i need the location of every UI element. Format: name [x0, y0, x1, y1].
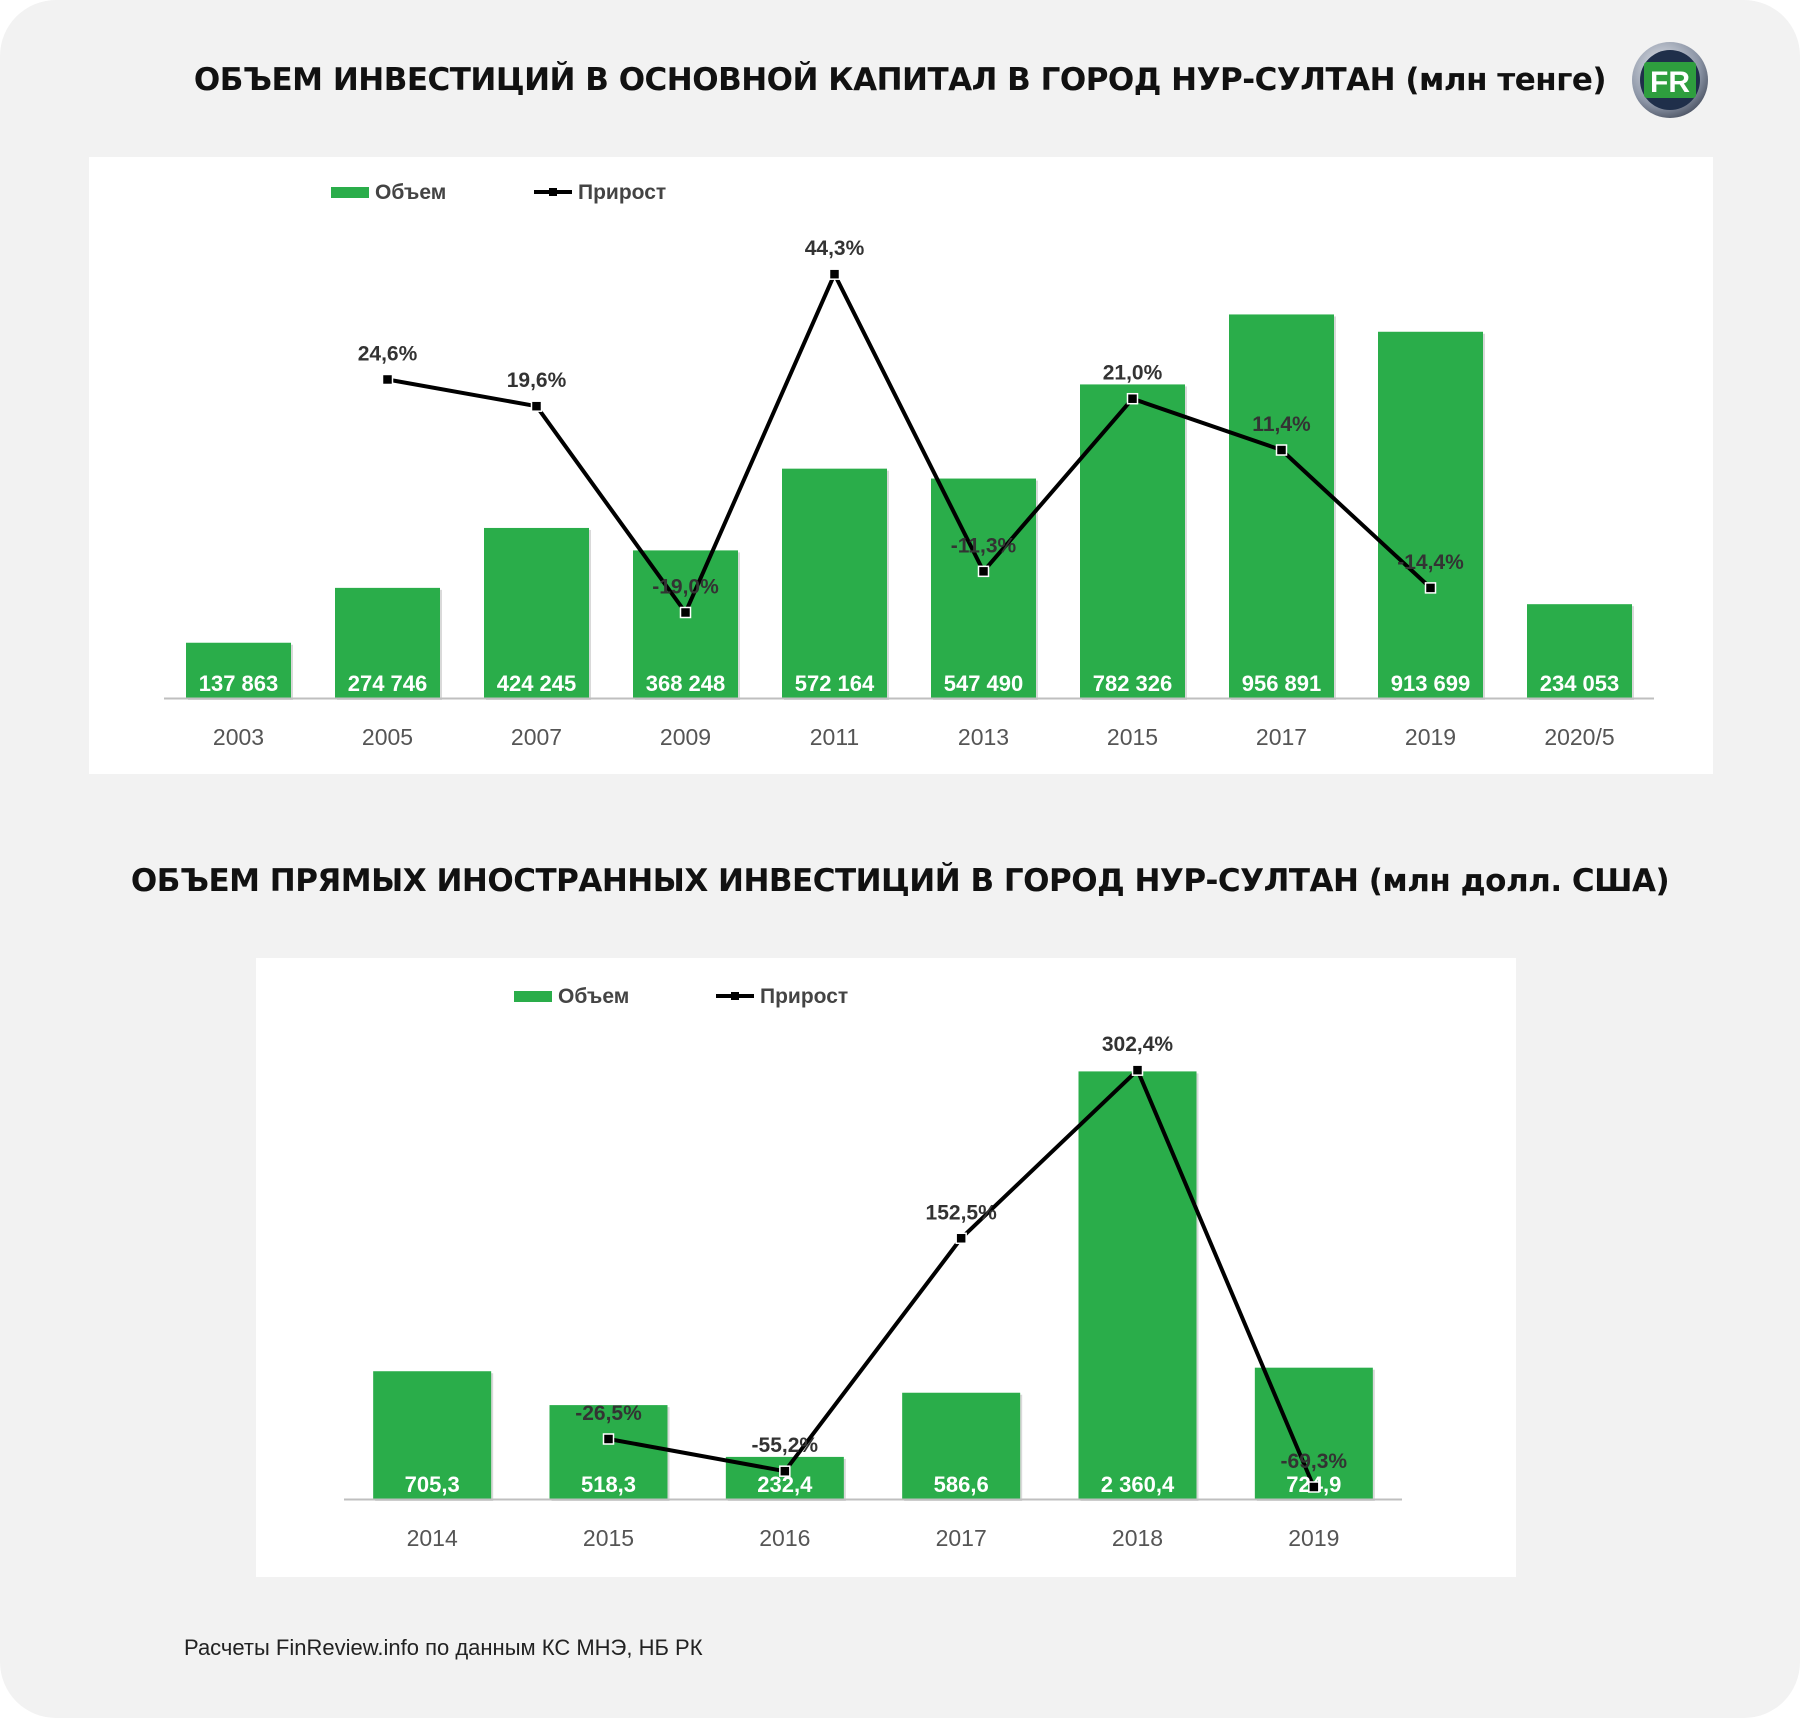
growth-marker-2019	[1424, 582, 1437, 594]
bar-value-label: 705,3	[405, 1472, 460, 1497]
x-tick-label: 2009	[660, 724, 711, 750]
bar-2009	[633, 550, 738, 698]
growth-marker-2007	[530, 400, 543, 412]
growth-pct-label: 11,4%	[1252, 413, 1311, 436]
bar-2015	[1080, 384, 1185, 698]
x-tick-label: 2016	[759, 1525, 810, 1551]
bar-2020/5	[1527, 604, 1632, 698]
legend-bar-swatch	[331, 187, 369, 198]
bar-2014	[373, 1371, 492, 1499]
chart-2-panel: Объем Прирост 2014 2015 2016 2017 2018 2019 705,…	[256, 958, 1516, 1577]
growth-pct-label: -11,3%	[951, 534, 1017, 557]
bar-value-label: 586,6	[934, 1472, 989, 1497]
growth-marker-2015	[602, 1433, 615, 1445]
legend-label-volume: Объем	[558, 985, 629, 1008]
growth-marker-2009	[679, 606, 692, 619]
growth-marker-2017	[955, 1232, 967, 1245]
x-tick-label: 2005	[362, 724, 413, 750]
x-tick-label: 2018	[1112, 1525, 1163, 1551]
legend-line-marker	[731, 992, 739, 1000]
bar-value-label: 368 248	[646, 671, 726, 696]
growth-pct-label: -26,5%	[575, 1402, 642, 1425]
growth-line	[387, 272, 1432, 615]
growth-marker-2019	[1308, 1481, 1320, 1493]
bar-2003	[186, 642, 291, 698]
x-tick-label: 2015	[583, 1525, 634, 1551]
x-tick-label: 2017	[936, 1525, 987, 1551]
growth-pct-label: 302,4%	[1102, 1033, 1174, 1056]
bar-value-label: 547 490	[944, 671, 1024, 696]
bar-2018	[1078, 1071, 1197, 1499]
growth-pct-label: 44,3%	[805, 237, 865, 260]
bar-2013	[931, 478, 1036, 698]
growth-marker-2015	[1126, 392, 1139, 405]
x-tick-label: 2019	[1288, 1525, 1339, 1551]
bar-value-label: 2 360,4	[1101, 1472, 1175, 1497]
legend-line-marker	[549, 188, 557, 196]
bar-2015	[549, 1405, 668, 1499]
x-tick-label: 2007	[511, 724, 562, 750]
legend-bar-swatch	[514, 991, 552, 1002]
logo-icon: FR	[1632, 42, 1708, 118]
growth-pct-label: 19,6%	[507, 369, 567, 392]
growth-pct-label: 152,5%	[926, 1201, 998, 1224]
x-tick-label: 2014	[407, 1525, 458, 1551]
bar-value-label: 518,3	[581, 1472, 636, 1497]
bar-2005	[335, 587, 440, 698]
growth-marker-2017	[1275, 444, 1288, 456]
chart-1-svg: Объем Прирост 2003 2005 2007 2009 2011 2013 2015…	[164, 181, 1654, 750]
legend-label-growth: Прирост	[760, 985, 848, 1008]
logo-letters: FR	[1650, 66, 1690, 99]
finreview-logo: FR	[1630, 40, 1710, 120]
x-tick-label: 2011	[810, 724, 859, 750]
growth-pct-label: -14,4%	[1397, 551, 1464, 574]
bar-value-label: 234 053	[1540, 671, 1620, 696]
bar-2007	[484, 527, 589, 698]
bar-2019	[1378, 331, 1483, 698]
chart-1-panel: Объем Прирост 2003 2005 2007 2009 2011 2013 2015…	[89, 157, 1713, 774]
bar-value-label: 956 891	[1242, 671, 1322, 696]
bar-2011	[782, 468, 887, 698]
x-tick-label: 2017	[1256, 724, 1307, 750]
legend-label-volume: Объем	[375, 181, 446, 204]
growth-marker-2018	[1131, 1064, 1144, 1076]
growth-marker-2013	[977, 565, 990, 578]
growth-pct-label: 24,6%	[358, 342, 418, 365]
bar-value-label: 572 164	[795, 671, 875, 696]
bar-2017	[1229, 314, 1334, 698]
legend-label-growth: Прирост	[578, 181, 666, 204]
chart-2-svg: Объем Прирост 2014 2015 2016 2017 2018 2019 705,…	[344, 985, 1402, 1551]
x-tick-label: 2015	[1107, 724, 1158, 750]
bar-value-label: 424 245	[497, 671, 577, 696]
bar-value-label: 913 699	[1391, 671, 1471, 696]
chart-1-title: ОБЪЕМ ИНВЕСТИЦИЙ В ОСНОВНОЙ КАПИТАЛ В ГО…	[193, 62, 1607, 98]
bar-2017	[902, 1392, 1021, 1499]
growth-marker-2016	[779, 1465, 791, 1477]
source-note: Расчеты FinReview.info по данным КС МНЭ,…	[184, 1635, 703, 1660]
chart-2-title: ОБЪЕМ ПРЯМЫХ ИНОСТРАННЫХ ИНВЕСТИЦИЙ В ГО…	[130, 863, 1670, 899]
growth-pct-label: -69,3%	[1281, 1450, 1348, 1473]
growth-marker-2005	[381, 373, 394, 386]
bar-value-label: 137 863	[199, 671, 279, 696]
x-tick-label: 2003	[213, 724, 264, 750]
x-tick-label: 2013	[958, 724, 1009, 750]
x-tick-label: 2019	[1405, 724, 1456, 750]
x-tick-label: 2020/5	[1544, 724, 1614, 750]
growth-pct-label: 21,0%	[1103, 362, 1163, 385]
bar-value-label: 274 746	[348, 671, 428, 696]
growth-pct-label: -19,0%	[652, 575, 719, 598]
growth-marker-2011	[828, 268, 841, 280]
bar-value-label: 782 326	[1093, 671, 1173, 696]
growth-pct-label: -55,2%	[752, 1434, 819, 1457]
